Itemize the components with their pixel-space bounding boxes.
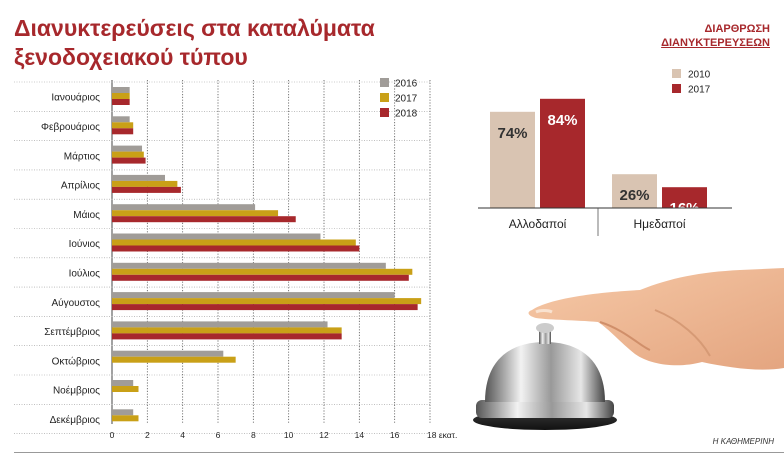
bar-2016 (112, 292, 395, 299)
bar-2018 (112, 186, 181, 193)
overnight-stays-structure-chart: 2010 2017 74% 84% Αλλοδαποί 26% 16%Ημεδαποί (478, 69, 732, 236)
source-label: Η ΚΑΘΗΜΕΡΙΝΗ (712, 437, 774, 446)
x-tick-label: 4 (180, 430, 185, 440)
category-label: Ιανουάριος (51, 92, 100, 104)
bell-rim (476, 400, 614, 418)
x-tick-label: 16 (390, 430, 400, 440)
hand-crease (599, 321, 651, 351)
category-label: Απρίλιος (61, 180, 100, 192)
hand (528, 268, 784, 370)
footer-divider (14, 452, 784, 453)
bar-2018 (112, 274, 409, 281)
category-label: Φεβρουάριος (41, 121, 100, 133)
bar-2017 (112, 180, 178, 187)
legend-label-2017: 2017 (395, 94, 418, 105)
legend-swatch-2017 (380, 93, 389, 102)
bar-2018 (112, 99, 130, 105)
bar-2016 (112, 350, 224, 357)
side-value-label: 16% (669, 200, 699, 217)
category-label: Νοέμβριος (53, 385, 100, 397)
bar-2016 (112, 87, 130, 93)
bar-2017 (112, 415, 139, 422)
bar-2017 (112, 268, 413, 275)
side-legend-swatch-2017 (672, 84, 681, 93)
bar-2016 (112, 380, 134, 386)
bar-2018 (112, 304, 418, 311)
category-label: Αύγουστος (51, 297, 100, 309)
side-chart-title-line-1: ΔΙΑΡΘΡΩΣΗ (704, 23, 770, 35)
bar-2017 (112, 151, 144, 158)
bar-2016 (112, 116, 130, 123)
side-legend-label-2017: 2017 (688, 85, 711, 96)
x-tick-label: 0 (110, 430, 115, 440)
bar-2016 (112, 233, 321, 240)
legend-swatch-2016 (380, 78, 389, 87)
legend-label-2016: 2016 (395, 79, 418, 90)
bar-2017 (112, 386, 139, 392)
x-tick-label: 10 (284, 430, 294, 440)
side-value-label: 26% (619, 187, 649, 204)
bar-2017 (112, 210, 279, 217)
bar-2016 (112, 145, 143, 152)
bar-2017 (112, 122, 134, 129)
category-label: Οκτώβριος (52, 355, 101, 367)
side-value-label: 84% (547, 112, 577, 129)
side-bar-2010 (490, 111, 535, 208)
x-tick-label: 18 εκατ. (427, 430, 457, 440)
legend-swatch-2018 (380, 108, 389, 117)
side-bar-2010 (612, 174, 657, 208)
bar-2016 (112, 204, 256, 211)
bar-2018 (112, 216, 296, 223)
bar-2017 (112, 298, 422, 305)
side-chart-title-line-2: ΔΙΑΝΥΚΤΕΡΕΥΣΕΩΝ (661, 37, 770, 49)
chart-title-line-1: Διανυκτερεύσεις στα καταλύματα (14, 15, 375, 41)
bar-2018 (112, 333, 342, 340)
x-tick-label: 12 (319, 430, 329, 440)
hand-crease (654, 309, 711, 357)
x-tick-label: 14 (355, 430, 365, 440)
monthly-overnight-stays-bar-chart: 0 2 4 6 8 10 12 14 16 18 εκατ. Ιανουάριος Φεβρουάρι… (14, 78, 457, 440)
chart-title: Διανυκτερεύσεις στα καταλύματα ξενοδοχει… (14, 14, 375, 72)
fingernail (535, 309, 553, 314)
bar-2016 (112, 174, 165, 181)
category-label: Μάρτιος (64, 150, 100, 162)
bar-2016 (112, 409, 134, 416)
bar-2017 (112, 327, 342, 334)
chart-title-line-2: ξενοδοχειακού τύπου (14, 44, 248, 70)
category-label: Σεπτέμβριος (44, 326, 100, 338)
side-bar-2017 (540, 98, 585, 208)
hand-pressing-bell-illustration (473, 268, 784, 430)
side-value-label: 74% (497, 125, 527, 142)
x-tick-label: 2 (145, 430, 150, 440)
bar-2016 (112, 321, 328, 328)
bar-2017 (112, 356, 236, 363)
bar-2017 (112, 239, 356, 246)
category-label: Ιούνιος (69, 238, 101, 250)
bar-2017 (112, 93, 130, 99)
category-label: Ιούλιος (69, 267, 101, 279)
x-tick-label: 8 (251, 430, 256, 440)
bar-2018 (112, 157, 146, 164)
category-label: Δεκέμβριος (50, 414, 101, 426)
bar-2018 (112, 128, 134, 135)
bell-plunger (536, 323, 554, 333)
bar-2016 (112, 262, 386, 269)
side-bar-2017 (662, 187, 707, 208)
bell-dome (485, 342, 605, 402)
bar-2018 (112, 245, 360, 252)
side-chart-title: ΔΙΑΡΘΡΩΣΗ ΔΙΑΝΥΚΤΕΡΕΥΣΕΩΝ (661, 22, 770, 50)
side-category-label: Ημεδαποί (634, 217, 686, 231)
side-legend-label-2010: 2010 (688, 70, 711, 81)
legend-label-2018: 2018 (395, 109, 418, 120)
x-tick-label: 6 (216, 430, 221, 440)
side-legend-swatch-2010 (672, 69, 681, 78)
side-category-label: Αλλοδαποί (509, 217, 567, 231)
category-label: Μάιος (73, 209, 100, 221)
